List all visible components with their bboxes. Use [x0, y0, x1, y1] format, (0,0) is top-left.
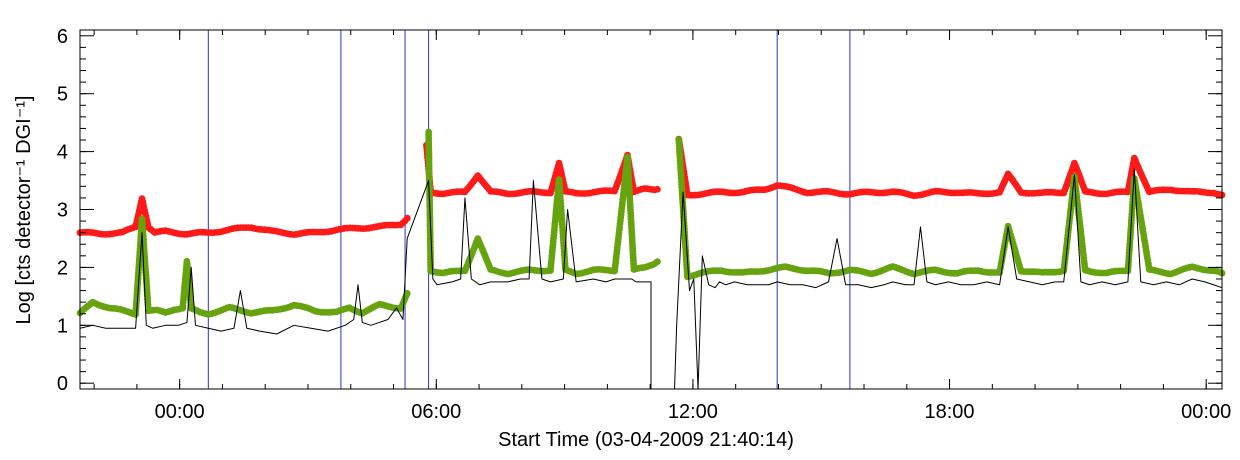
series-0-point — [654, 185, 661, 193]
series-1-point — [403, 290, 411, 297]
y-tick-label: 0 — [57, 373, 68, 395]
x-tick-label: 18:00 — [925, 401, 975, 423]
axis-tick-labels: 00:00 06:00 12:00 18:00 00:00 0 1 2 3 4 5 6 — [57, 26, 1231, 423]
series-1-point — [654, 258, 661, 266]
y-tick-label: 6 — [57, 26, 68, 48]
axis-ticks — [80, 30, 1222, 389]
y-tick-label: 2 — [57, 257, 68, 279]
y-tick-label: 5 — [57, 84, 68, 106]
y-tick-label: 1 — [57, 315, 68, 337]
series-2 — [79, 168, 1223, 390]
y-axis-label: Log [cts detector⁻¹ DGI⁻¹] — [13, 96, 35, 325]
x-tick-label: 06:00 — [411, 401, 461, 423]
y-tick-label: 3 — [57, 200, 68, 222]
x-tick-label: 00:00 — [155, 401, 205, 423]
x-tick-label: 00:00 — [1181, 401, 1231, 423]
x-tick-label: 12:00 — [668, 401, 718, 423]
series-2-line-0 — [79, 168, 1223, 390]
series-layer — [76, 128, 1226, 390]
series-0-point — [403, 214, 411, 222]
y-tick-label: 4 — [57, 142, 68, 164]
x-axis-label: Start Time (03-04-2009 21:40:14) — [498, 429, 794, 451]
